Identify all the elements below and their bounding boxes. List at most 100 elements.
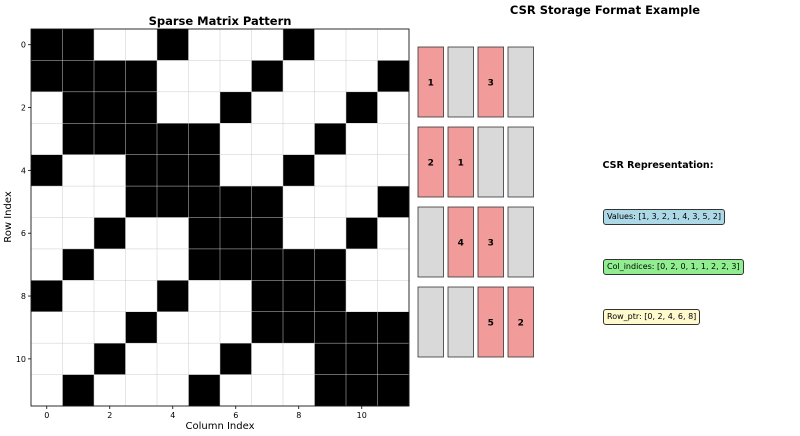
matrix-cell	[314, 186, 347, 218]
matrix-cell	[283, 217, 315, 250]
csr-zero-cell	[417, 206, 444, 278]
matrix-cell	[62, 154, 95, 187]
matrix-cell	[346, 280, 378, 313]
matrix-cell	[31, 91, 63, 124]
matrix-cell	[220, 248, 252, 281]
csr-nonzero-cell	[417, 126, 444, 198]
csr-cell-value: 3	[488, 239, 494, 249]
matrix-cell	[346, 29, 378, 61]
matrix-cell	[125, 280, 158, 313]
matrix-cell	[157, 343, 189, 375]
csr-nonzero-cell	[477, 206, 504, 278]
matrix-cell	[346, 154, 378, 187]
matrix-cell	[283, 60, 315, 93]
x-tick-label: 0	[44, 411, 49, 420]
y-axis-ticks: 0 2 4 6 8 10	[16, 41, 31, 364]
y-tick-label: 4	[21, 166, 26, 175]
matrix-cell	[94, 123, 126, 155]
y-tick-label: 10	[16, 355, 26, 364]
matrix-cell	[346, 186, 378, 218]
y-tick-label: 6	[21, 229, 26, 238]
matrix-cell	[251, 186, 284, 218]
matrix-cell	[31, 154, 63, 187]
csr-zero-cell	[447, 286, 474, 358]
matrix-cell	[314, 311, 347, 344]
y-tick-label: 2	[21, 104, 26, 113]
csr-zero-cell	[507, 206, 534, 278]
csr-diagram-cells: 1 3 2 1 4 3 5 2	[417, 46, 534, 358]
matrix-cell	[283, 29, 315, 61]
matrix-cell	[62, 311, 95, 344]
matrix-cell	[188, 60, 221, 93]
matrix-cell	[94, 60, 126, 93]
values-array-label: Values: [1, 3, 2, 1, 4, 3, 5, 2]	[603, 209, 725, 225]
matrix-grid	[30, 28, 410, 407]
matrix-cell	[125, 248, 158, 281]
matrix-cell	[125, 29, 158, 61]
matrix-cell	[251, 154, 284, 187]
matrix-cell	[346, 248, 378, 281]
matrix-cell	[220, 343, 252, 375]
matrix-cell	[220, 217, 252, 250]
matrix-cell	[283, 374, 315, 407]
matrix-cell	[157, 91, 189, 124]
matrix-cell	[157, 280, 189, 313]
matrix-cell	[31, 374, 63, 407]
csr-nonzero-cell	[507, 286, 534, 358]
matrix-cell	[314, 374, 347, 407]
matrix-cell	[157, 29, 189, 61]
matrix-cell	[125, 154, 158, 187]
matrix-cell	[220, 374, 252, 407]
matrix-cell	[377, 217, 410, 250]
matrix-cell	[62, 248, 95, 281]
matrix-cell	[251, 248, 284, 281]
matrix-cell	[62, 343, 95, 375]
matrix-cell	[314, 91, 347, 124]
matrix-cell	[188, 311, 221, 344]
matrix-cell	[188, 29, 221, 61]
y-axis-label: Row Index	[3, 191, 14, 243]
matrix-cell	[314, 123, 347, 155]
matrix-cell	[283, 280, 315, 313]
matrix-cell	[283, 343, 315, 375]
matrix-cell	[283, 186, 315, 218]
matrix-cell	[220, 280, 252, 313]
x-tick-label: 6	[233, 411, 238, 420]
matrix-cell	[377, 374, 410, 407]
matrix-cell	[125, 60, 158, 93]
matrix-cell	[94, 91, 126, 124]
matrix-cell	[125, 123, 158, 155]
matrix-cell	[94, 374, 126, 407]
matrix-cell	[62, 123, 95, 155]
matrix-cell	[314, 60, 347, 93]
matrix-cell	[314, 248, 347, 281]
matrix-cell	[377, 343, 410, 375]
matrix-cell	[251, 374, 284, 407]
csr-zero-cell	[507, 126, 534, 198]
matrix-cell	[125, 311, 158, 344]
matrix-cell	[94, 29, 126, 61]
matrix-cell	[220, 154, 252, 187]
matrix-cell	[157, 311, 189, 344]
matrix-cell	[188, 217, 221, 250]
y-tick-label: 8	[21, 292, 26, 301]
matrix-cell	[62, 280, 95, 313]
matrix-cell	[62, 60, 95, 93]
csr-cell-value: 1	[458, 159, 464, 169]
matrix-cell	[31, 280, 63, 313]
matrix-cell	[94, 154, 126, 187]
matrix-cell	[314, 217, 347, 250]
matrix-cell	[251, 29, 284, 61]
matrix-cell	[188, 248, 221, 281]
matrix-cell	[188, 280, 221, 313]
matrix-cell	[283, 123, 315, 155]
matrix-cell	[31, 248, 63, 281]
matrix-cell	[283, 248, 315, 281]
x-axis-label: Column Index	[185, 421, 254, 432]
matrix-cell	[314, 29, 347, 61]
csr-cell-value: 2	[428, 159, 434, 169]
matrix-cell	[31, 186, 63, 218]
csr-zero-cell	[417, 286, 444, 358]
matrix-cell	[125, 217, 158, 250]
csr-representation-heading: CSR Representation:	[603, 160, 714, 171]
